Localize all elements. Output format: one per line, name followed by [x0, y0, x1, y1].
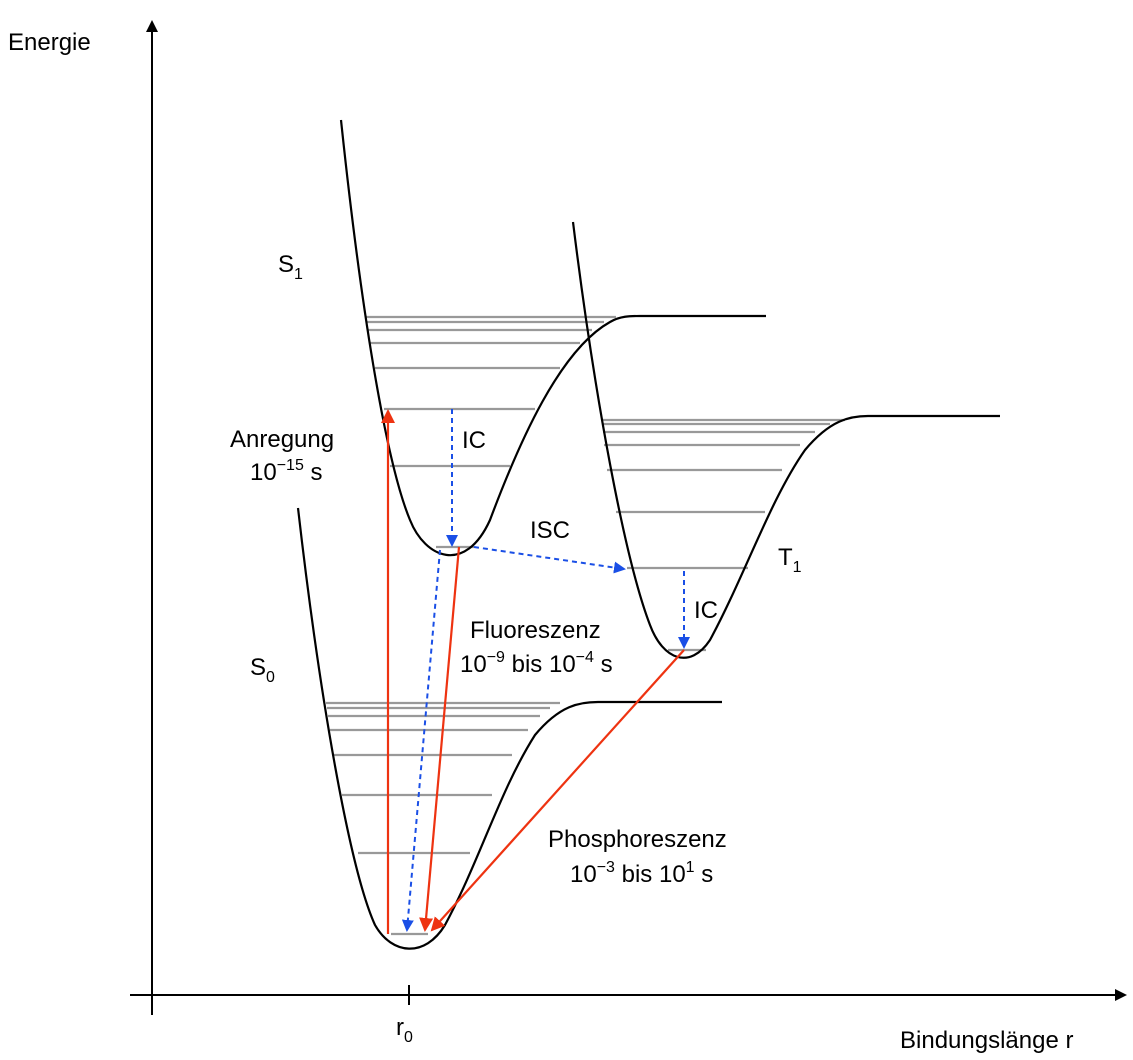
bond-length-axis-label: Bindungslänge r — [900, 1027, 1073, 1054]
excitation-label: Anregung — [230, 426, 334, 453]
s1-label: S1 — [278, 251, 303, 283]
ic-s1-label: IC — [462, 427, 486, 454]
fluorescence-arrow — [419, 546, 461, 932]
fluorescence-label: Fluoreszenz — [470, 617, 601, 644]
excitation-time: 10−15 s — [250, 457, 323, 486]
phosphorescence-label: Phosphoreszenz — [548, 826, 727, 853]
fluorescence-time: 10−9 bis 10−4 s — [460, 649, 613, 678]
isc-label: ISC — [530, 517, 570, 544]
ic-s1-s0-arrow — [401, 549, 441, 932]
t1-potential — [571, 221, 1000, 659]
s1-potential — [339, 119, 766, 557]
isc-arrow — [473, 546, 626, 574]
s0-label: S0 — [250, 654, 275, 686]
r0-tick-label: r0 — [396, 1014, 413, 1046]
ic-t1-label: IC — [694, 597, 718, 624]
phosphorescence-time: 10−3 bis 101 s — [570, 859, 713, 888]
s0-potential — [296, 507, 722, 950]
energy-axis-label: Energie — [8, 29, 91, 56]
t1-label: T1 — [778, 544, 802, 576]
phosphorescence-arrow — [430, 649, 685, 932]
